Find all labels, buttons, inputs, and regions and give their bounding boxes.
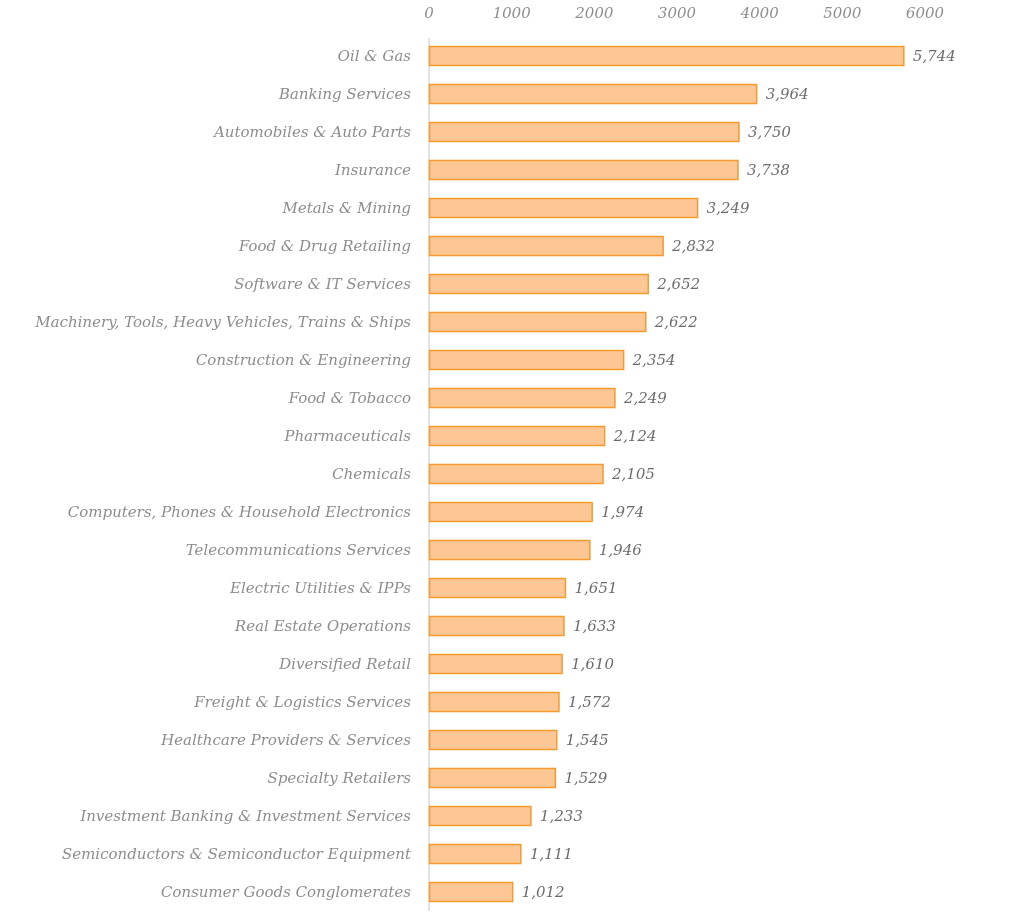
data-label: 2,652 xyxy=(656,275,700,293)
data-label: 5,744 xyxy=(913,47,956,65)
category-label: Investment Banking & Investment Services xyxy=(79,807,411,825)
x-tick-label: 6000 xyxy=(906,4,945,22)
category-label: Software & IT Services xyxy=(234,275,411,293)
bar xyxy=(428,767,557,789)
data-label: 2,832 xyxy=(671,237,715,255)
data-label: 2,105 xyxy=(611,465,655,483)
bar xyxy=(428,387,616,409)
category-label: Food & Tobacco xyxy=(288,389,411,407)
data-label: 1,610 xyxy=(571,655,614,673)
bar xyxy=(428,729,558,751)
x-tick-label: 2000 xyxy=(574,4,614,22)
x-tick-label: 4000 xyxy=(740,4,780,22)
bar xyxy=(428,425,606,447)
category-label: Consumer Goods Conglomerates xyxy=(161,883,411,901)
category-label: Construction & Engineering xyxy=(196,351,411,369)
category-label: Banking Services xyxy=(278,85,411,103)
bar xyxy=(428,577,567,599)
x-tick-label: 1000 xyxy=(493,4,532,22)
bars xyxy=(428,45,905,903)
category-label: Metals & Mining xyxy=(282,199,411,217)
data-label: 1,946 xyxy=(599,541,642,559)
category-label: Insurance xyxy=(334,161,411,179)
data-label: 1,974 xyxy=(601,503,644,521)
bar xyxy=(428,805,532,827)
data-label: 2,622 xyxy=(654,313,698,331)
bar xyxy=(428,197,699,219)
data-label: 3,750 xyxy=(748,123,791,141)
data-label: 3,249 xyxy=(707,199,750,217)
category-label: Automobiles & Auto Parts xyxy=(212,123,411,141)
category-label: Food & Drug Retailing xyxy=(238,237,411,255)
x-tick-label: 5000 xyxy=(823,4,862,22)
category-label: Telecommunications Services xyxy=(186,541,412,559)
data-label: 3,738 xyxy=(747,161,790,179)
data-label: 1,233 xyxy=(540,807,583,825)
bar xyxy=(428,653,563,675)
data-label: 2,249 xyxy=(623,389,667,407)
category-label: Semiconductors & Semiconductor Equipment xyxy=(62,845,412,863)
category-label: Machinery, Tools, Heavy Vehicles, Trains… xyxy=(34,313,411,331)
bar xyxy=(428,539,591,561)
category-label: Pharmaceuticals xyxy=(283,427,411,445)
category-label: Oil & Gas xyxy=(338,47,412,65)
category-label: Diversified Retail xyxy=(278,655,411,673)
category-label: Specialty Retailers xyxy=(268,769,412,787)
data-label: 1,651 xyxy=(574,579,617,597)
data-label: 2,124 xyxy=(613,427,657,445)
data-label: 1,572 xyxy=(568,693,611,711)
data-label: 1,545 xyxy=(566,731,609,749)
bar xyxy=(428,843,522,865)
category-label: Chemicals xyxy=(332,465,411,483)
bar xyxy=(428,235,664,257)
data-label: 1,529 xyxy=(564,769,607,787)
bar xyxy=(428,159,739,181)
data-label: 2,354 xyxy=(632,351,676,369)
data-label: 3,964 xyxy=(766,85,809,103)
bar xyxy=(428,311,647,333)
category-labels: Oil & Gas Banking Services Automobiles & A… xyxy=(34,47,412,901)
bar xyxy=(428,273,649,295)
data-label: 1,012 xyxy=(522,883,565,901)
bar xyxy=(428,691,560,713)
data-label: 1,633 xyxy=(573,617,616,635)
bar xyxy=(428,501,593,523)
data-labels: 5,744 3,964 3,750 3,738 3,249 2,832 2,652 2,622… xyxy=(522,47,956,901)
bar xyxy=(428,349,625,371)
bar xyxy=(428,121,740,143)
category-label: Real Estate Operations xyxy=(234,617,411,635)
category-label: Electric Utilities & IPPs xyxy=(229,579,411,597)
bar xyxy=(428,615,565,637)
bar xyxy=(428,83,758,105)
x-tick-label: 3000 xyxy=(658,4,697,22)
bar xyxy=(428,463,604,485)
bar xyxy=(428,881,514,903)
category-label: Computers, Phones & Household Electronic… xyxy=(68,503,412,521)
bar xyxy=(428,45,905,67)
category-label: Freight & Logistics Services xyxy=(193,693,411,711)
category-label: Healthcare Providers & Services xyxy=(160,731,411,749)
data-label: 1,111 xyxy=(530,845,573,863)
x-tick-label: 0 xyxy=(424,4,434,22)
